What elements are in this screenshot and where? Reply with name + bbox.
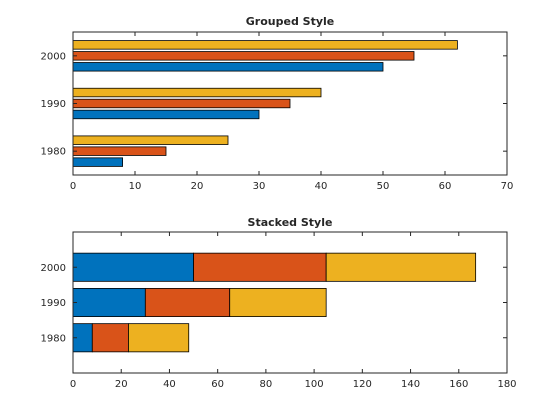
x-tick-label: 80 [260, 379, 273, 390]
bar-1990-series-1 [72, 287, 146, 317]
grouped-chart-title: Grouped Style [246, 15, 334, 28]
x-tick-label: 60 [211, 379, 224, 390]
grouped-bars [72, 40, 458, 167]
bar-1990-series-2 [72, 98, 291, 109]
bar-2000-series-1 [72, 62, 384, 72]
y-tick-label: 1980 [41, 333, 66, 344]
y-tick-label: 2000 [41, 263, 66, 274]
x-tick-label: 100 [305, 379, 324, 390]
bar-2000-series-2 [193, 252, 327, 282]
x-tick-label: 20 [115, 379, 128, 390]
grouped-bar-chart: Grouped Style 1980 1990 2000 0 10 20 30 40 50 60 7… [41, 15, 514, 192]
x-tick-label: 180 [497, 379, 516, 390]
stacked-bars [72, 252, 477, 353]
bar-2000-series-3 [72, 40, 458, 50]
bar-1980-series-2 [91, 323, 129, 353]
x-tick-label: 20 [191, 181, 204, 192]
x-tick-label: 10 [129, 181, 142, 192]
bar-1980-series-2 [72, 146, 167, 156]
bar-2000-series-3 [325, 252, 477, 282]
x-tick-label: 40 [163, 379, 176, 390]
x-tick-label: 40 [315, 181, 328, 192]
x-tick-label: 140 [401, 379, 420, 390]
stacked-chart-title: Stacked Style [248, 216, 333, 229]
bar-1980-series-3 [72, 135, 229, 145]
bar-1990-series-1 [72, 109, 260, 120]
x-tick-label: 50 [377, 181, 390, 192]
x-tick-label: 120 [353, 379, 372, 390]
x-tick-label: 160 [449, 379, 468, 390]
y-tick-label: 2000 [41, 51, 66, 62]
bar-2000-series-1 [72, 252, 194, 282]
bar-1990-series-3 [229, 287, 327, 317]
x-tick-label: 30 [253, 181, 266, 192]
x-tick-label: 0 [70, 181, 76, 192]
x-tick-label: 60 [439, 181, 452, 192]
bar-2000-series-2 [72, 51, 415, 61]
stacked-ticks: 1980 1990 2000 0 20 40 60 80 100 120 140 160 180 [41, 232, 517, 390]
bar-1980-series-3 [128, 323, 190, 353]
y-tick-label: 1990 [41, 99, 66, 110]
x-tick-label: 70 [501, 181, 514, 192]
y-tick-label: 1980 [41, 147, 66, 158]
bar-1990-series-3 [72, 87, 322, 98]
bar-1980-series-1 [72, 157, 123, 167]
x-tick-label: 0 [70, 379, 76, 390]
grouped-ticks: 1980 1990 2000 0 10 20 30 40 50 60 70 [41, 32, 514, 192]
stacked-bar-chart: Stacked Style 1980 1990 2000 0 20 40 60 80 100 12… [41, 216, 517, 390]
bar-1990-series-2 [144, 287, 231, 317]
y-tick-label: 1990 [41, 298, 66, 309]
